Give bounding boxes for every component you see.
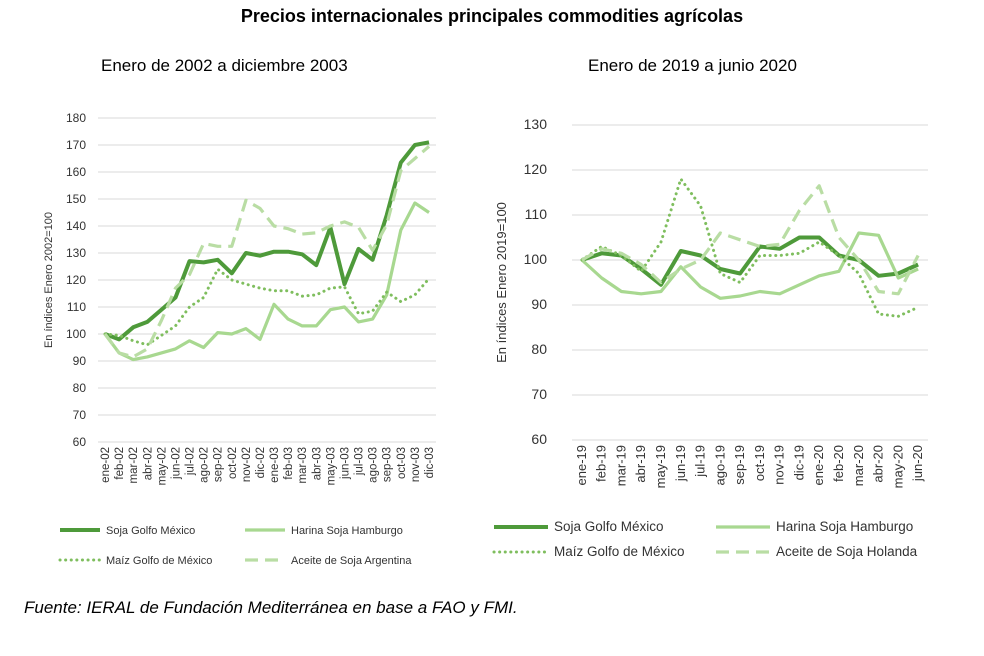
series-line: [103, 201, 430, 362]
y-tick-label: 140: [66, 219, 86, 233]
y-tick-label: 130: [66, 246, 86, 260]
x-tick-label: feb-19: [594, 445, 609, 482]
y-tick-label: 170: [66, 138, 86, 152]
chart-main-title: Precios internacionales principales comm…: [240, 6, 744, 26]
y-tick-label: 150: [66, 192, 86, 206]
y-tick-label: 180: [66, 111, 86, 125]
x-tick-label: feb-03: [283, 447, 295, 480]
legend-label: Soja Golfo México: [554, 519, 664, 534]
x-tick-label: oct-03: [396, 447, 408, 479]
x-tick-label: jun-02: [170, 447, 182, 480]
x-tick-label: nov-02: [241, 447, 253, 482]
x-tick-label: jul-19: [693, 445, 708, 478]
x-tick-label: abr-03: [311, 447, 323, 480]
y-tick-label: 130: [524, 116, 548, 132]
y-tick-label: 90: [531, 296, 547, 312]
source-note: Fuente: IERAL de Fundación Mediterránea …: [24, 598, 518, 617]
x-tick-label: abr-20: [871, 445, 886, 483]
y-tick-label: 70: [531, 386, 547, 402]
y-tick-label: 90: [73, 354, 87, 368]
x-tick-label: ene-19: [574, 445, 589, 485]
legend-label: Harina Soja Hamburgo: [776, 519, 913, 534]
y-tick-label: 100: [524, 251, 548, 267]
x-tick-label: ago-03: [368, 447, 380, 483]
x-tick-label: sep-19: [732, 445, 747, 485]
legend-label: Soja Golfo México: [106, 525, 195, 537]
series-line: [104, 140, 430, 342]
legend-label: Maíz Golfo de México: [554, 544, 685, 559]
legend-label: Aceite de Soja Argentina: [291, 555, 412, 567]
legend-label: Harina Soja Hamburgo: [291, 525, 403, 537]
x-tick-label: ene-03: [269, 447, 281, 483]
legend-label: Maíz Golfo de México: [106, 555, 212, 567]
x-tick-label: ene-20: [811, 445, 826, 485]
y-tick-label: 80: [531, 341, 547, 357]
y-tick-label: 60: [73, 435, 87, 449]
x-tick-label: abr-19: [633, 445, 648, 483]
x-tick-label: jul-03: [354, 447, 366, 476]
x-tick-label: mar-02: [128, 447, 140, 483]
y-axis-label: En índices Enero 2019=100: [494, 202, 509, 363]
x-tick-label: jun-03: [339, 447, 351, 480]
x-tick-label: ago-19: [712, 445, 727, 485]
x-tick-label: may-20: [890, 445, 905, 488]
x-tick-label: jun-20: [910, 445, 925, 482]
y-tick-label: 80: [73, 381, 87, 395]
x-tick-label: oct-19: [752, 445, 767, 481]
x-tick-label: may-03: [325, 447, 337, 485]
x-tick-label: may-02: [156, 447, 168, 485]
x-tick-label: jun-19: [673, 445, 688, 482]
x-tick-label: mar-19: [613, 445, 628, 486]
x-tick-label: oct-02: [227, 447, 239, 479]
series-line: [581, 184, 920, 296]
chart1-title: Enero de 2002 a diciembre 2003: [101, 56, 348, 75]
x-tick-label: sep-02: [213, 447, 225, 482]
y-tick-label: 110: [67, 300, 86, 314]
x-tick-label: feb-02: [114, 447, 126, 480]
series-line: [103, 145, 431, 359]
x-tick-label: mar-20: [851, 445, 866, 486]
y-tick-label: 70: [73, 408, 87, 422]
y-tick-label: 160: [66, 165, 86, 179]
y-tick-label: 120: [524, 161, 548, 177]
y-tick-label: 120: [66, 273, 86, 287]
series-line: [580, 177, 920, 318]
x-tick-label: jul-02: [185, 447, 197, 476]
series-line: [581, 235, 919, 287]
x-tick-label: dic-03: [424, 447, 436, 478]
x-tick-label: may-19: [653, 445, 668, 488]
y-tick-label: 60: [531, 431, 547, 447]
x-tick-label: nov-19: [772, 445, 787, 485]
x-tick-label: sep-03: [382, 447, 394, 482]
x-tick-label: feb-20: [831, 445, 846, 482]
y-axis-label: En índices Enero 2002=100: [43, 212, 55, 348]
x-tick-label: dic-02: [255, 447, 267, 478]
legend-label: Aceite de Soja Holanda: [776, 544, 918, 559]
x-tick-label: dic-19: [791, 445, 806, 480]
x-tick-label: mar-03: [297, 447, 309, 483]
series-line: [580, 231, 919, 300]
x-tick-label: ago-02: [199, 447, 211, 483]
x-tick-label: ene-02: [100, 447, 112, 483]
chart2-title: Enero de 2019 a junio 2020: [588, 56, 797, 75]
x-tick-label: nov-03: [410, 447, 422, 482]
y-tick-label: 110: [525, 206, 548, 222]
x-tick-label: abr-02: [142, 447, 154, 480]
y-tick-label: 100: [66, 327, 86, 341]
